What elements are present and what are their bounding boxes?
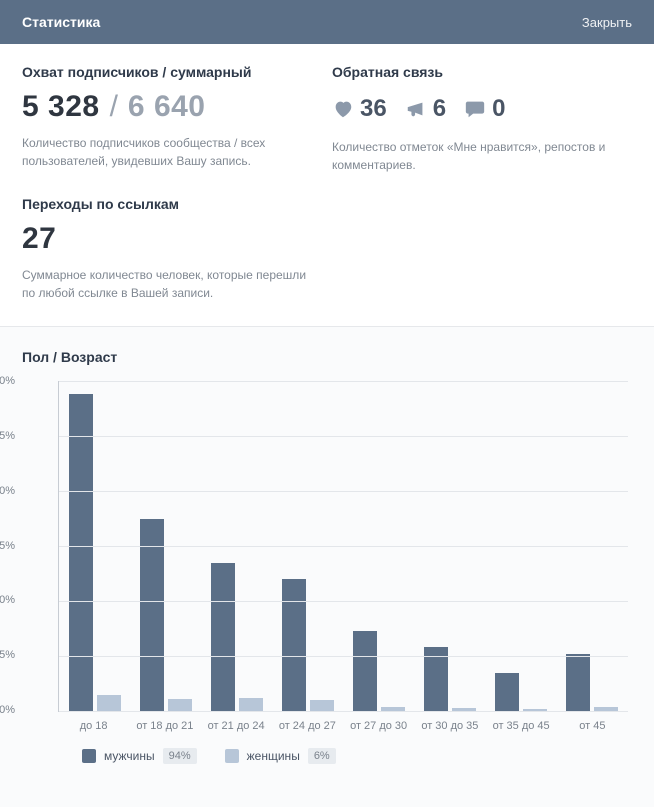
stats-header: Статистика Закрыть [0, 0, 654, 44]
shares-metric: 6 [405, 95, 446, 123]
bar-female [310, 700, 334, 711]
legend-pct: 6% [308, 748, 336, 764]
likes-count: 36 [360, 95, 387, 123]
legend-swatch [225, 749, 239, 763]
reach-numbers: 5 328 / 6 640 [22, 90, 312, 124]
y-tick-label: 25% [0, 430, 15, 442]
chart-legend: мужчины 94% женщины 6% [82, 748, 632, 764]
x-tick-label: от 30 до 35 [414, 712, 485, 732]
megaphone-icon [405, 98, 427, 120]
x-axis-labels: до 18от 18 до 21от 21 до 24от 24 до 27от… [58, 711, 628, 732]
gridline [59, 381, 628, 382]
y-tick-label: 5% [0, 649, 15, 661]
x-tick-label: от 27 до 30 [343, 712, 414, 732]
legend-swatch [82, 749, 96, 763]
gridline [59, 711, 628, 712]
comment-icon [464, 98, 486, 120]
header-title: Статистика [22, 14, 100, 30]
gridline [59, 601, 628, 602]
feedback-metrics: 36 6 0 [332, 90, 632, 128]
close-button[interactable]: Закрыть [582, 15, 632, 30]
y-tick-label: 30% [0, 375, 15, 387]
y-tick-label: 15% [0, 540, 15, 552]
reach-subscribers: 5 328 [22, 90, 100, 124]
chart-plot-area: 0%5%10%15%20%25%30% [58, 381, 628, 711]
reach-desc: Количество подписчиков сообщества / всех… [22, 134, 312, 170]
feedback-title: Обратная связь [332, 64, 632, 80]
gridline [59, 546, 628, 547]
legend-label: женщины [247, 749, 300, 763]
comments-count: 0 [492, 95, 505, 123]
links-count: 27 [22, 222, 56, 256]
bar-female [97, 695, 121, 712]
chart-section: Пол / Возраст 0%5%10%15%20%25%30% до 18о… [0, 327, 654, 786]
y-tick-label: 10% [0, 594, 15, 606]
x-tick-label: от 35 до 45 [486, 712, 557, 732]
reach-title: Охват подписчиков / суммарный [22, 64, 312, 80]
likes-metric: 36 [332, 95, 387, 123]
chart-title: Пол / Возраст [22, 349, 632, 365]
x-tick-label: до 18 [58, 712, 129, 732]
x-tick-label: от 24 до 27 [272, 712, 343, 732]
legend-item-female: женщины 6% [225, 748, 336, 764]
legend-item-male: мужчины 94% [82, 748, 197, 764]
bar-male [566, 654, 590, 711]
feedback-block: Обратная связь 36 6 0 Количество отметок… [332, 64, 632, 174]
comments-metric: 0 [464, 95, 505, 123]
shares-count: 6 [433, 95, 446, 123]
stats-summary: Охват подписчиков / суммарный 5 328 / 6 … [0, 44, 654, 327]
heart-icon [332, 98, 354, 120]
bar-female [239, 698, 263, 711]
bar-male [495, 673, 519, 712]
x-tick-label: от 45 [557, 712, 628, 732]
gridline [59, 656, 628, 657]
bar-male [140, 519, 164, 712]
feedback-desc: Количество отметок «Мне нравится», репос… [332, 138, 622, 174]
links-block: Переходы по ссылкам 27 Суммарное количес… [22, 196, 632, 302]
gridline [59, 491, 628, 492]
reach-total: 6 640 [128, 90, 206, 124]
y-tick-label: 20% [0, 485, 15, 497]
x-tick-label: от 21 до 24 [201, 712, 272, 732]
legend-pct: 94% [163, 748, 197, 764]
links-title: Переходы по ссылкам [22, 196, 632, 212]
bar-male [282, 579, 306, 711]
x-tick-label: от 18 до 21 [129, 712, 200, 732]
bar-male [353, 631, 377, 711]
links-desc: Суммарное количество человек, которые пе… [22, 266, 312, 302]
reach-sep: / [110, 90, 118, 124]
bar-male [211, 563, 235, 712]
bar-female [168, 699, 192, 711]
legend-label: мужчины [104, 749, 155, 763]
gridline [59, 436, 628, 437]
y-tick-label: 0% [0, 704, 15, 716]
bar-male [69, 394, 93, 711]
reach-block: Охват подписчиков / суммарный 5 328 / 6 … [22, 64, 332, 174]
